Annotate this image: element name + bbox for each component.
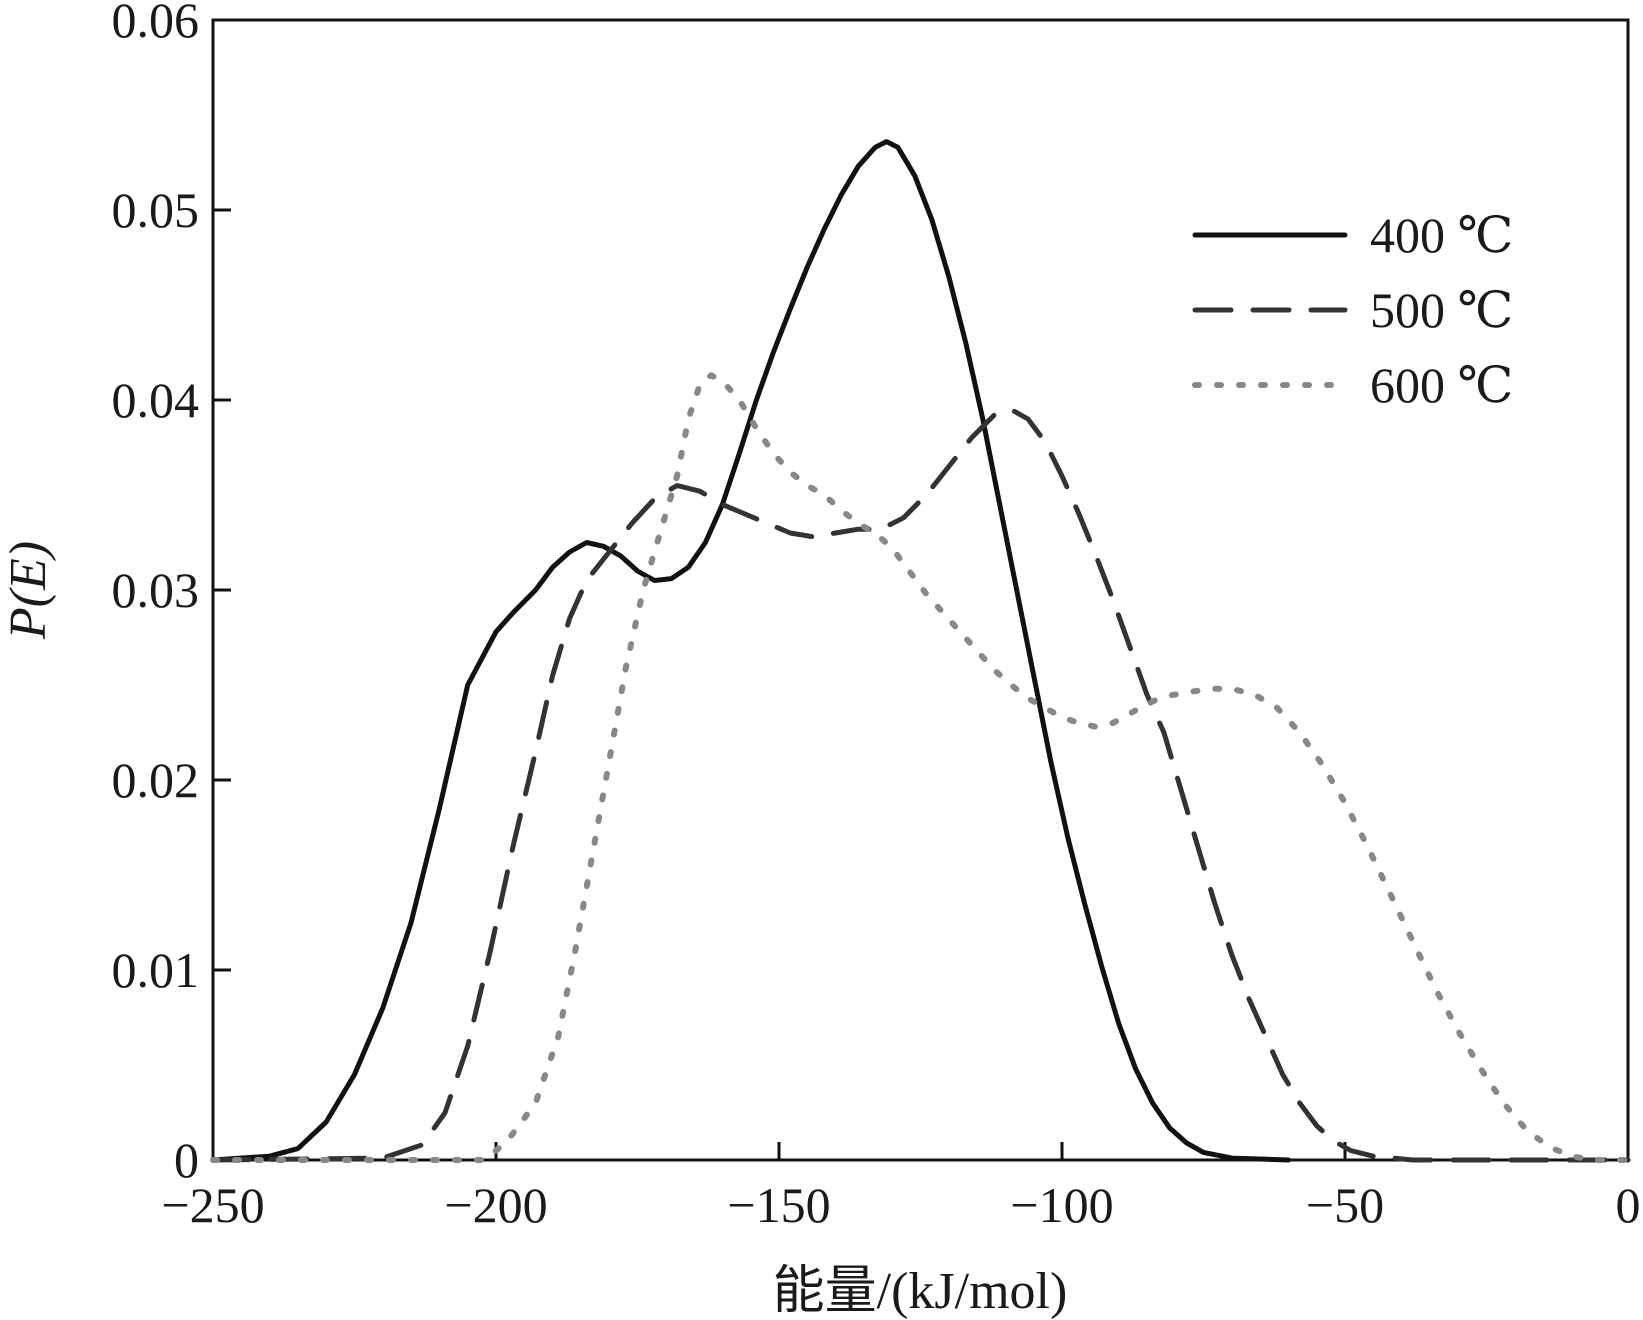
y-tick-label: 0 [174,1132,199,1188]
x-axis-title: 能量/(kJ/mol) [773,1263,1068,1320]
y-axis-title: P(E) [0,541,57,640]
x-tick-label: −250 [161,1177,264,1233]
legend-label-3: 600 ℃ [1370,357,1513,413]
legend: 400 ℃ 500 ℃ 600 ℃ [1192,207,1513,413]
legend-label-2: 500 ℃ [1370,282,1513,338]
y-tick-label: 0.02 [112,752,200,808]
series-line-1 [210,139,1291,1163]
y-tick-label: 0.04 [112,372,200,428]
x-tick-label: −50 [1306,1177,1384,1233]
y-axis-ticks: 0 0.01 0.02 0.03 0.04 0.05 0.06 [112,0,231,1188]
x-tick-label: −150 [727,1177,830,1233]
y-tick-label: 0.05 [112,182,200,238]
y-tick-label: 0.06 [112,0,200,48]
legend-label-1: 400 ℃ [1370,207,1513,263]
x-tick-label: 0 [1616,1177,1641,1233]
series-layer [210,139,1631,1163]
x-tick-label: −200 [444,1177,547,1233]
x-tick-label: −100 [1010,1177,1113,1233]
y-tick-label: 0.03 [112,562,200,618]
x-axis-ticks: −250 −200 −150 −100 −50 0 [161,1142,1641,1233]
series-line-3 [210,372,1631,1163]
series-line-2 [210,407,1631,1163]
y-tick-label: 0.01 [112,942,200,998]
